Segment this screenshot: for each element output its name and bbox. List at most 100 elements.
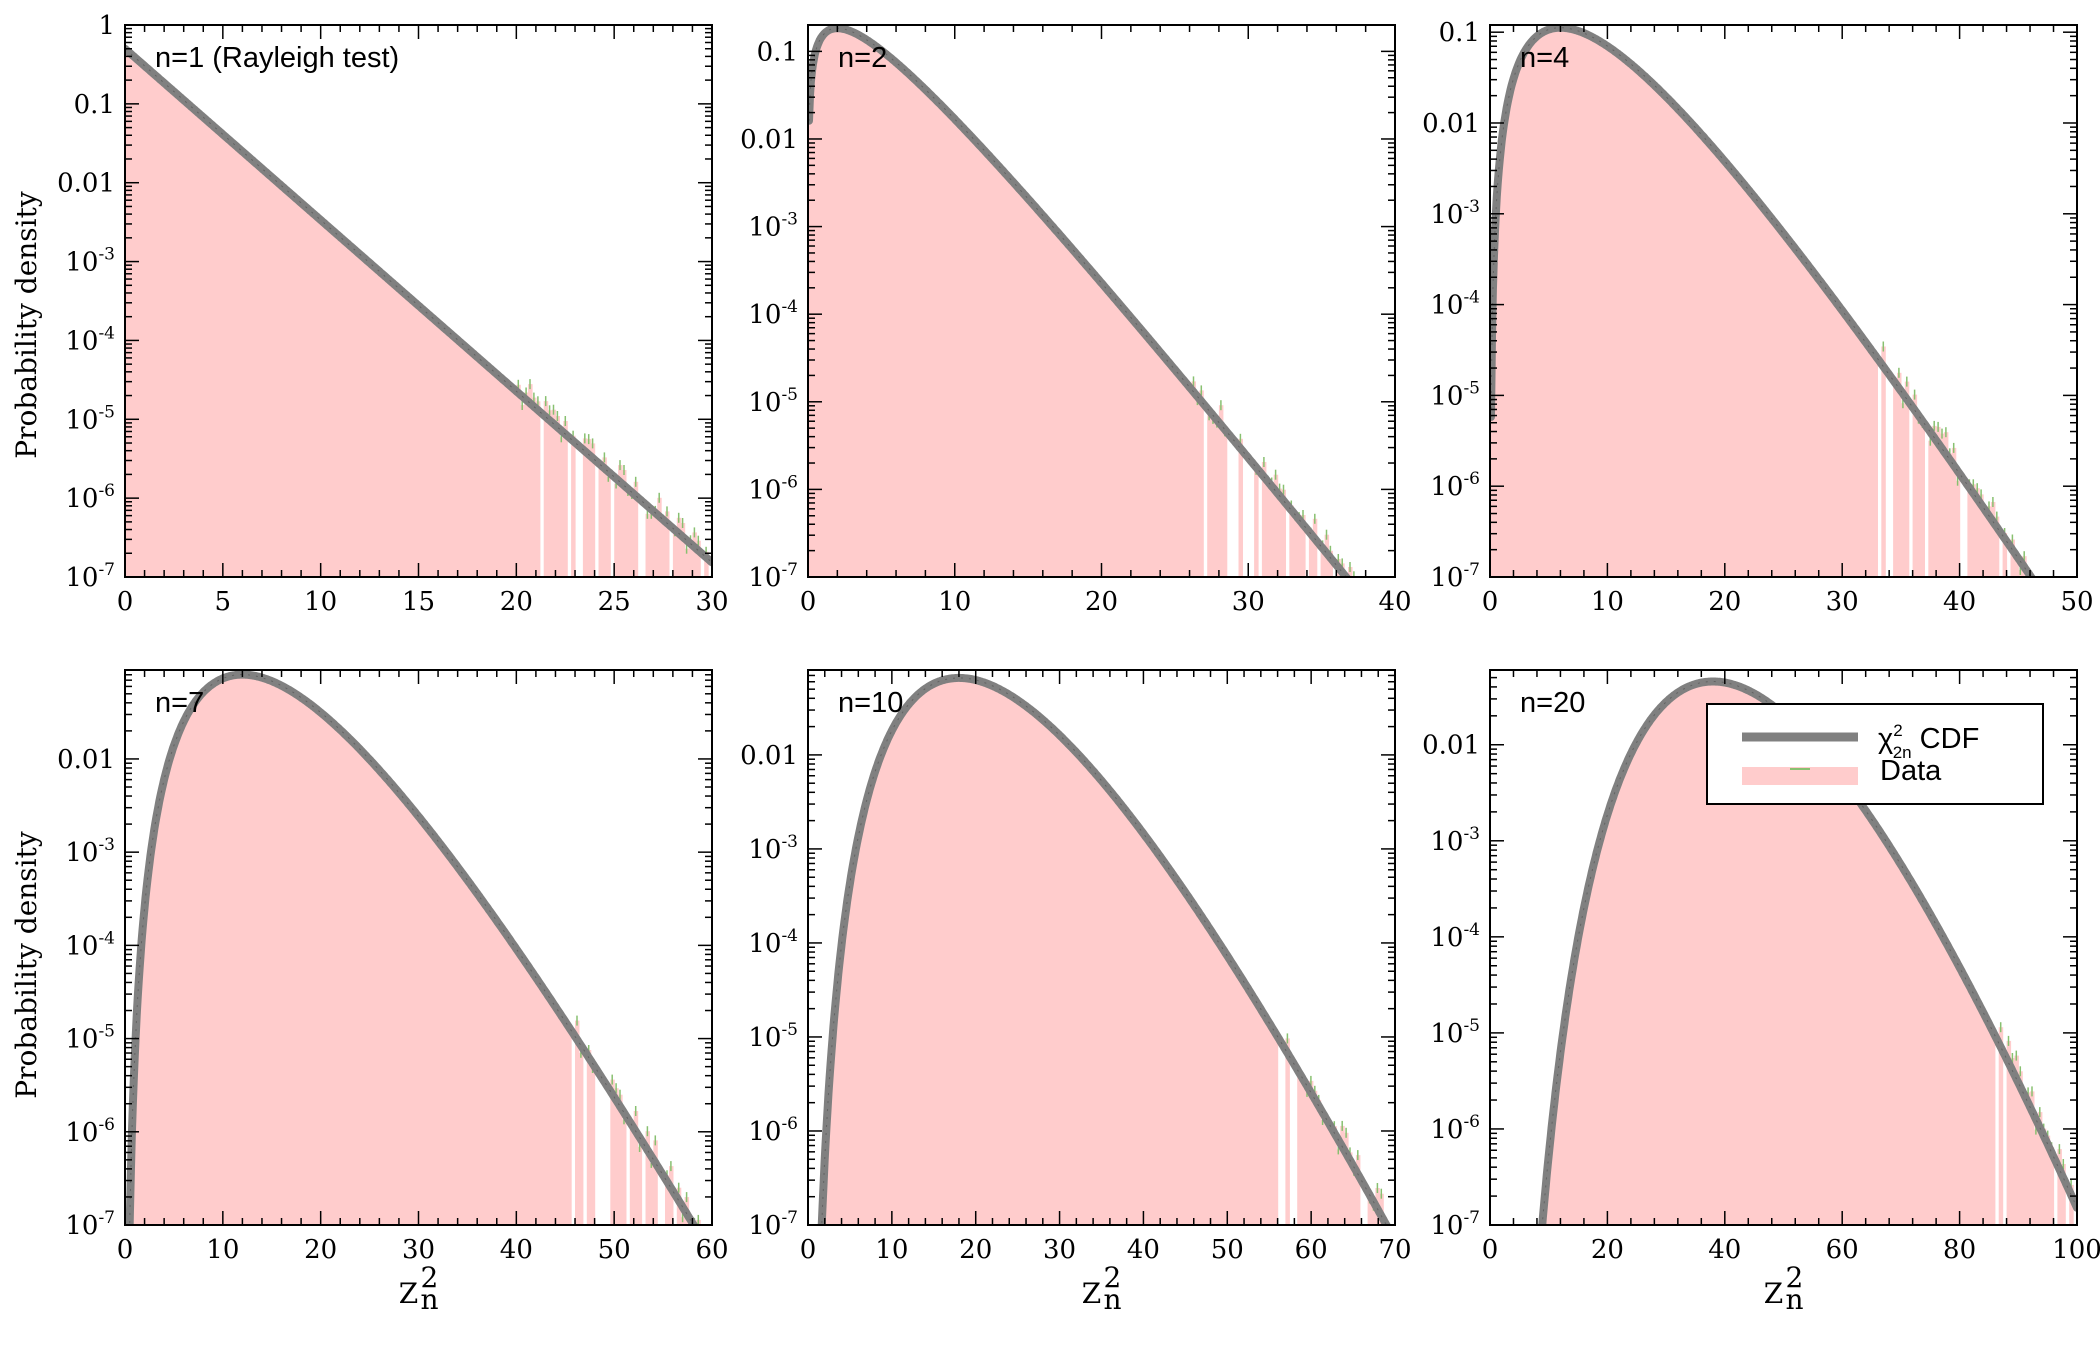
histogram-bar	[898, 65, 903, 577]
histogram-bar	[901, 69, 907, 577]
histogram-bar	[2045, 1135, 2051, 1225]
histogram-bar	[696, 540, 701, 577]
histogram-bar	[269, 177, 275, 577]
histogram-bar	[426, 314, 431, 577]
panel-label: n=1 (Rayleigh test)	[155, 42, 399, 74]
histogram-bar	[1779, 231, 1785, 577]
histogram-bar	[504, 934, 510, 1225]
histogram-bar	[590, 1068, 596, 1225]
histogram-bar	[618, 465, 623, 577]
histogram-bar	[1367, 1198, 1373, 1225]
histogram-bar	[414, 303, 420, 577]
histogram-bar	[218, 132, 224, 577]
histogram-bar	[136, 981, 142, 1225]
histogram-bar	[1666, 98, 1671, 577]
histogram-bar	[1207, 927, 1212, 1225]
data-histogram	[1490, 27, 2027, 577]
x-axis-title: Z 2n	[1764, 1261, 1804, 1316]
x-tick-label: 0	[1482, 587, 1499, 617]
histogram-bar	[1261, 462, 1267, 577]
histogram-bar	[1717, 154, 1722, 577]
histogram-bar	[874, 767, 879, 1225]
histogram-bar	[633, 1111, 639, 1225]
x-axis-title-sub: n	[1104, 1283, 1122, 1316]
y-tick-label: 10-6	[1430, 1112, 1480, 1145]
histogram-bar	[1810, 271, 1816, 577]
y-tick-label: 10-3	[748, 832, 798, 865]
model-curve-center	[1541, 681, 2077, 1225]
histogram-bar	[1787, 241, 1792, 577]
x-tick-label: 30	[402, 1235, 435, 1265]
histogram-bar	[1936, 928, 1941, 1225]
histogram-bar	[1615, 53, 1620, 577]
histogram-bar	[1634, 69, 1640, 577]
histogram-bar	[1783, 236, 1788, 577]
histogram-bar	[445, 331, 451, 577]
histogram-bar	[1305, 1091, 1310, 1225]
histogram-bar	[1987, 506, 1992, 577]
histogram-bar	[1207, 415, 1212, 577]
x-axis-title-sup: 2	[1104, 1261, 1122, 1294]
histogram-bar	[1019, 191, 1024, 577]
histogram-bar	[1191, 904, 1196, 1225]
histogram-bar	[316, 218, 322, 577]
histogram-bar	[1822, 756, 1828, 1225]
histogram-bar	[1556, 27, 1561, 577]
histogram-bar	[909, 700, 915, 1225]
histogram-bar	[211, 125, 216, 577]
histogram-bar	[1595, 40, 1601, 577]
histogram-bar	[1537, 34, 1542, 577]
histogram-bar	[265, 679, 271, 1225]
histogram-bar	[449, 334, 455, 577]
histogram-bar	[265, 173, 271, 577]
histogram-bar	[461, 874, 466, 1225]
histogram-bar	[258, 677, 263, 1225]
histogram-bar	[1062, 739, 1067, 1225]
histogram-bar	[1019, 702, 1024, 1225]
histogram-bar	[586, 439, 592, 577]
histogram-bar	[661, 519, 666, 577]
histogram-bar	[1853, 329, 1859, 577]
histogram-bar	[430, 833, 435, 1225]
histogram-bar	[1164, 864, 1169, 1225]
histogram-bar	[1658, 90, 1663, 577]
histogram-bar	[995, 165, 1001, 577]
histogram-bar	[999, 690, 1005, 1225]
histogram-bar	[948, 115, 954, 577]
histogram-bar	[1238, 438, 1243, 577]
histogram-bar	[500, 929, 506, 1225]
histogram-bar	[1650, 717, 1655, 1225]
histogram-bar	[535, 401, 541, 577]
histogram-bar	[422, 823, 427, 1225]
histogram-bar	[1908, 880, 1914, 1225]
histogram-bar	[1900, 867, 1906, 1225]
histogram-bar	[379, 273, 384, 577]
histogram-bar	[508, 386, 513, 577]
histogram-bar	[855, 843, 860, 1225]
histogram-bar	[2061, 1164, 2066, 1225]
histogram-bar	[563, 1021, 568, 1225]
histogram-bar	[1799, 730, 1804, 1225]
y-tick-label: 10-4	[748, 926, 798, 959]
histogram-bar	[1105, 289, 1110, 577]
y-tick-label: 0.01	[1422, 731, 1480, 761]
x-tick-label: 20	[959, 1235, 992, 1265]
histogram-bar	[1775, 709, 1781, 1225]
x-axis-title: Z 2n	[399, 1261, 439, 1316]
histogram-bar	[629, 1124, 635, 1225]
histogram-bar	[653, 510, 658, 577]
histogram-bar	[858, 824, 864, 1225]
histogram-bar	[1920, 422, 1925, 577]
histogram-bar	[246, 156, 251, 577]
histogram-bar	[175, 735, 181, 1225]
histogram-bar	[1599, 834, 1605, 1225]
histogram-bar	[422, 310, 427, 577]
histogram-bar	[913, 696, 919, 1225]
histogram-bar	[1591, 864, 1597, 1225]
histogram-bar	[183, 717, 189, 1225]
histogram-bar	[1560, 1038, 1565, 1225]
histogram-bar	[582, 438, 588, 577]
histogram-bar	[968, 135, 973, 577]
histogram-bar	[1156, 349, 1161, 577]
histogram-bar	[402, 799, 408, 1225]
